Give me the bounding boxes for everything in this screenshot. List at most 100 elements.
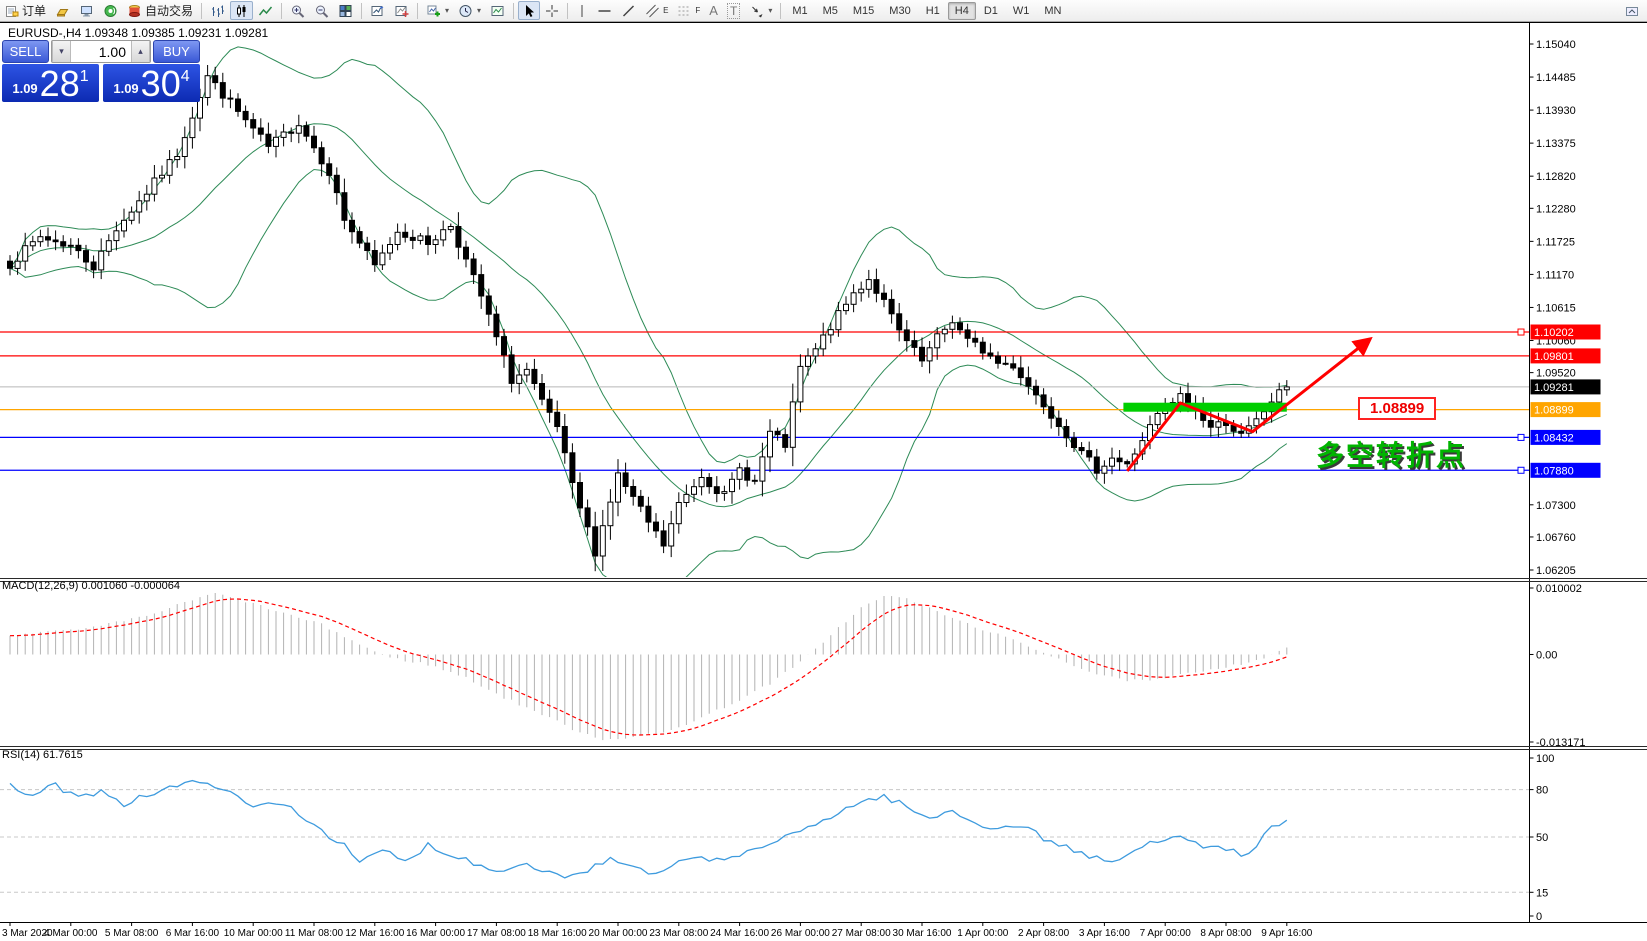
timeframe-d1-button[interactable]: D1	[977, 2, 1005, 20]
zoom-in-button[interactable]	[286, 1, 309, 20]
fibonacci-tool-button[interactable]: F	[673, 1, 704, 20]
toolbar: 订单 自动交易	[0, 0, 1647, 22]
svg-text:17 Mar 08:00: 17 Mar 08:00	[467, 928, 526, 939]
channel-tool-button[interactable]: E	[641, 1, 672, 20]
new-order-label: 订单	[22, 4, 47, 18]
text-tool-button[interactable]: A	[705, 1, 722, 20]
price-annotation-box[interactable]: 1.08899	[1358, 397, 1437, 420]
tile-windows-button[interactable]	[334, 1, 357, 20]
svg-text:1.08899: 1.08899	[1534, 405, 1574, 417]
timeframe-h4-button[interactable]: H4	[947, 1, 976, 20]
trendline-tool-button[interactable]	[617, 1, 640, 20]
svg-text:1.08432: 1.08432	[1534, 432, 1574, 444]
volume-decrease-button[interactable]: ▾	[52, 41, 71, 62]
dropdown-arrow-icon: ▾	[445, 6, 450, 15]
svg-text:1.09281: 1.09281	[1534, 382, 1574, 394]
svg-text:2 Apr 08:00: 2 Apr 08:00	[1018, 928, 1070, 939]
svg-text:1.07880: 1.07880	[1534, 465, 1574, 477]
template-button[interactable]	[390, 1, 413, 20]
buy-label: BUY	[163, 44, 190, 59]
line-chart-mode-button[interactable]	[254, 1, 277, 20]
text-label-tool-icon: T	[726, 2, 741, 19]
timeframe-m15-button[interactable]: M15	[846, 2, 881, 20]
terminal-icon	[81, 5, 93, 16]
svg-text:1.11170: 1.11170	[1536, 269, 1574, 281]
autotrading-button[interactable]: 自动交易	[123, 1, 197, 20]
svg-text:1.07300: 1.07300	[1536, 500, 1576, 512]
arrows-tool-button[interactable]: ▾	[745, 1, 776, 20]
svg-text:5 Mar 08:00: 5 Mar 08:00	[105, 928, 159, 939]
svg-text:20 Mar 00:00: 20 Mar 00:00	[589, 928, 648, 939]
cursor-tool-button[interactable]	[518, 1, 541, 20]
new-order-button[interactable]: 订单	[1, 1, 50, 20]
svg-text:100: 100	[1536, 753, 1554, 765]
profile-button[interactable]	[366, 1, 389, 20]
svg-text:23 Mar 08:00: 23 Mar 08:00	[649, 928, 708, 939]
vertical-line-icon	[581, 4, 583, 17]
volume-increase-button[interactable]: ▴	[131, 41, 150, 62]
timeframe-m5-button[interactable]: M5	[816, 2, 845, 20]
timeframe-mn-button[interactable]: MN	[1037, 2, 1068, 20]
timeframe-w1-button[interactable]: W1	[1006, 2, 1037, 20]
spin-up-icon: ▴	[138, 46, 143, 56]
spin-down-icon: ▾	[59, 46, 64, 56]
text-label-tool-button[interactable]: T	[723, 1, 744, 20]
svg-text:26 Mar 00:00: 26 Mar 00:00	[771, 928, 830, 939]
zoom-out-button[interactable]	[310, 1, 333, 20]
chart-settings-button[interactable]	[486, 1, 509, 20]
turning-point-note[interactable]: 多空转折点	[1316, 440, 1467, 471]
terminal-button[interactable]	[75, 1, 98, 20]
svg-text:11 Mar 08:00: 11 Mar 08:00	[285, 928, 344, 939]
volume-input[interactable]: 1.00	[98, 43, 126, 60]
toolbar-separator	[780, 2, 782, 19]
horizontal-line-icon	[598, 9, 611, 12]
one-click-trade-panel: SELL ▾ 1.00 ▴ BUY 1.09 28 1 1.09 30 4	[2, 40, 200, 102]
svg-text:9 Apr 16:00: 9 Apr 16:00	[1261, 928, 1313, 939]
crosshair-tool-button[interactable]	[541, 1, 563, 20]
zoom-out-icon	[316, 5, 329, 18]
svg-text:1.13930: 1.13930	[1536, 105, 1576, 117]
buy-price-big: 30	[140, 63, 181, 104]
toolbar-overflow-button[interactable]	[1621, 1, 1643, 20]
chart-profile-icon	[371, 5, 384, 16]
svg-text:0.00: 0.00	[1536, 649, 1557, 661]
ohlc-bars-icon	[212, 5, 225, 17]
sell-button[interactable]: SELL	[2, 40, 49, 63]
sell-price-box[interactable]: 1.09 28 1	[2, 64, 99, 102]
timeframe-m1-button[interactable]: M1	[785, 2, 814, 20]
vline-tool-button[interactable]	[572, 1, 592, 20]
svg-text:27 Mar 08:00: 27 Mar 08:00	[832, 928, 891, 939]
toolbar-separator	[361, 2, 363, 19]
period-button[interactable]: ▾	[454, 1, 485, 20]
svg-text:18 Mar 16:00: 18 Mar 16:00	[528, 928, 587, 939]
channel-icon	[646, 4, 659, 17]
timeframe-h1-button[interactable]: H1	[919, 2, 947, 20]
svg-text:0: 0	[1536, 911, 1542, 923]
buy-price-box[interactable]: 1.09 30 4	[103, 64, 200, 102]
svg-text:24 Mar 16:00: 24 Mar 16:00	[710, 928, 769, 939]
toolbar-separator	[417, 2, 419, 19]
svg-text:1.09520: 1.09520	[1536, 368, 1576, 380]
signal-button[interactable]	[99, 1, 122, 20]
timeframe-m30-button[interactable]: M30	[882, 2, 917, 20]
gold-button[interactable]	[51, 1, 74, 20]
bar-chart-mode-button[interactable]	[206, 1, 229, 20]
svg-text:80: 80	[1536, 785, 1548, 797]
macd-indicator-label: MACD(12,26,9) 0.001060 -0.000064	[2, 580, 180, 592]
svg-text:30 Mar 16:00: 30 Mar 16:00	[893, 928, 952, 939]
svg-text:8 Apr 08:00: 8 Apr 08:00	[1200, 928, 1252, 939]
hline-tool-button[interactable]	[593, 1, 616, 20]
chart-settings-icon	[491, 5, 504, 16]
buy-button[interactable]: BUY	[153, 40, 200, 63]
svg-text:1.15040: 1.15040	[1536, 39, 1576, 51]
svg-text:7 Apr 00:00: 7 Apr 00:00	[1140, 928, 1192, 939]
candlestick-mode-button[interactable]	[230, 1, 254, 20]
add-indicator-button[interactable]: ▾	[422, 1, 453, 20]
dropdown-arrow-icon: ▾	[477, 6, 482, 15]
line-chart-icon	[258, 6, 273, 15]
fibonacci-icon	[678, 6, 691, 15]
fibo-sub-label: F	[695, 6, 701, 15]
volume-stepper: ▾ 1.00 ▴	[51, 40, 151, 63]
